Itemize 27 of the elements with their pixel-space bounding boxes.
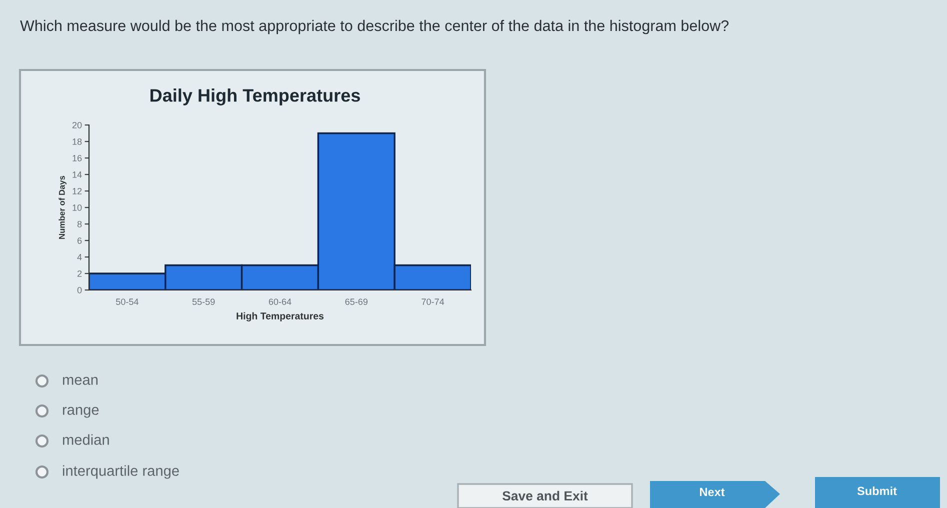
y-axis-title: Number of Days [58,176,66,239]
text: median [62,434,109,445]
x-tick-label: 65-69 [345,298,368,305]
chart-title: Daily High Temperatures [150,88,360,106]
text: Next [700,488,725,496]
y-tick-label: 8 [77,220,82,228]
y-tick-label: 6 [77,237,82,244]
x-axis-title: High Temperatures [236,312,324,322]
text: Save and Exit [502,490,588,501]
x-tick-label: 50-54 [116,298,138,305]
y-tick-label: 2 [77,270,82,277]
y-tick-label: 4 [77,254,82,260]
text: Submit [857,486,897,496]
y-tick-label: 18 [72,138,82,145]
text: mean [62,376,98,385]
y-tick-label: 0 [77,286,82,294]
text: interquartile range [62,465,179,479]
y-tick-label: 14 [72,172,82,178]
y-tick-label: 12 [72,188,82,194]
text: Which measure would be the most appropriate to describe the center of the data in the histogram below? [20,20,729,34]
y-tick-label: 10 [72,204,82,211]
x-tick-label: 55-59 [192,298,215,305]
y-tick-label: 20 [72,122,82,128]
text: range [62,406,99,418]
x-tick-label: 60-64 [268,298,292,305]
y-tick-label: 16 [72,154,82,162]
x-tick-label: 70-74 [422,298,444,305]
